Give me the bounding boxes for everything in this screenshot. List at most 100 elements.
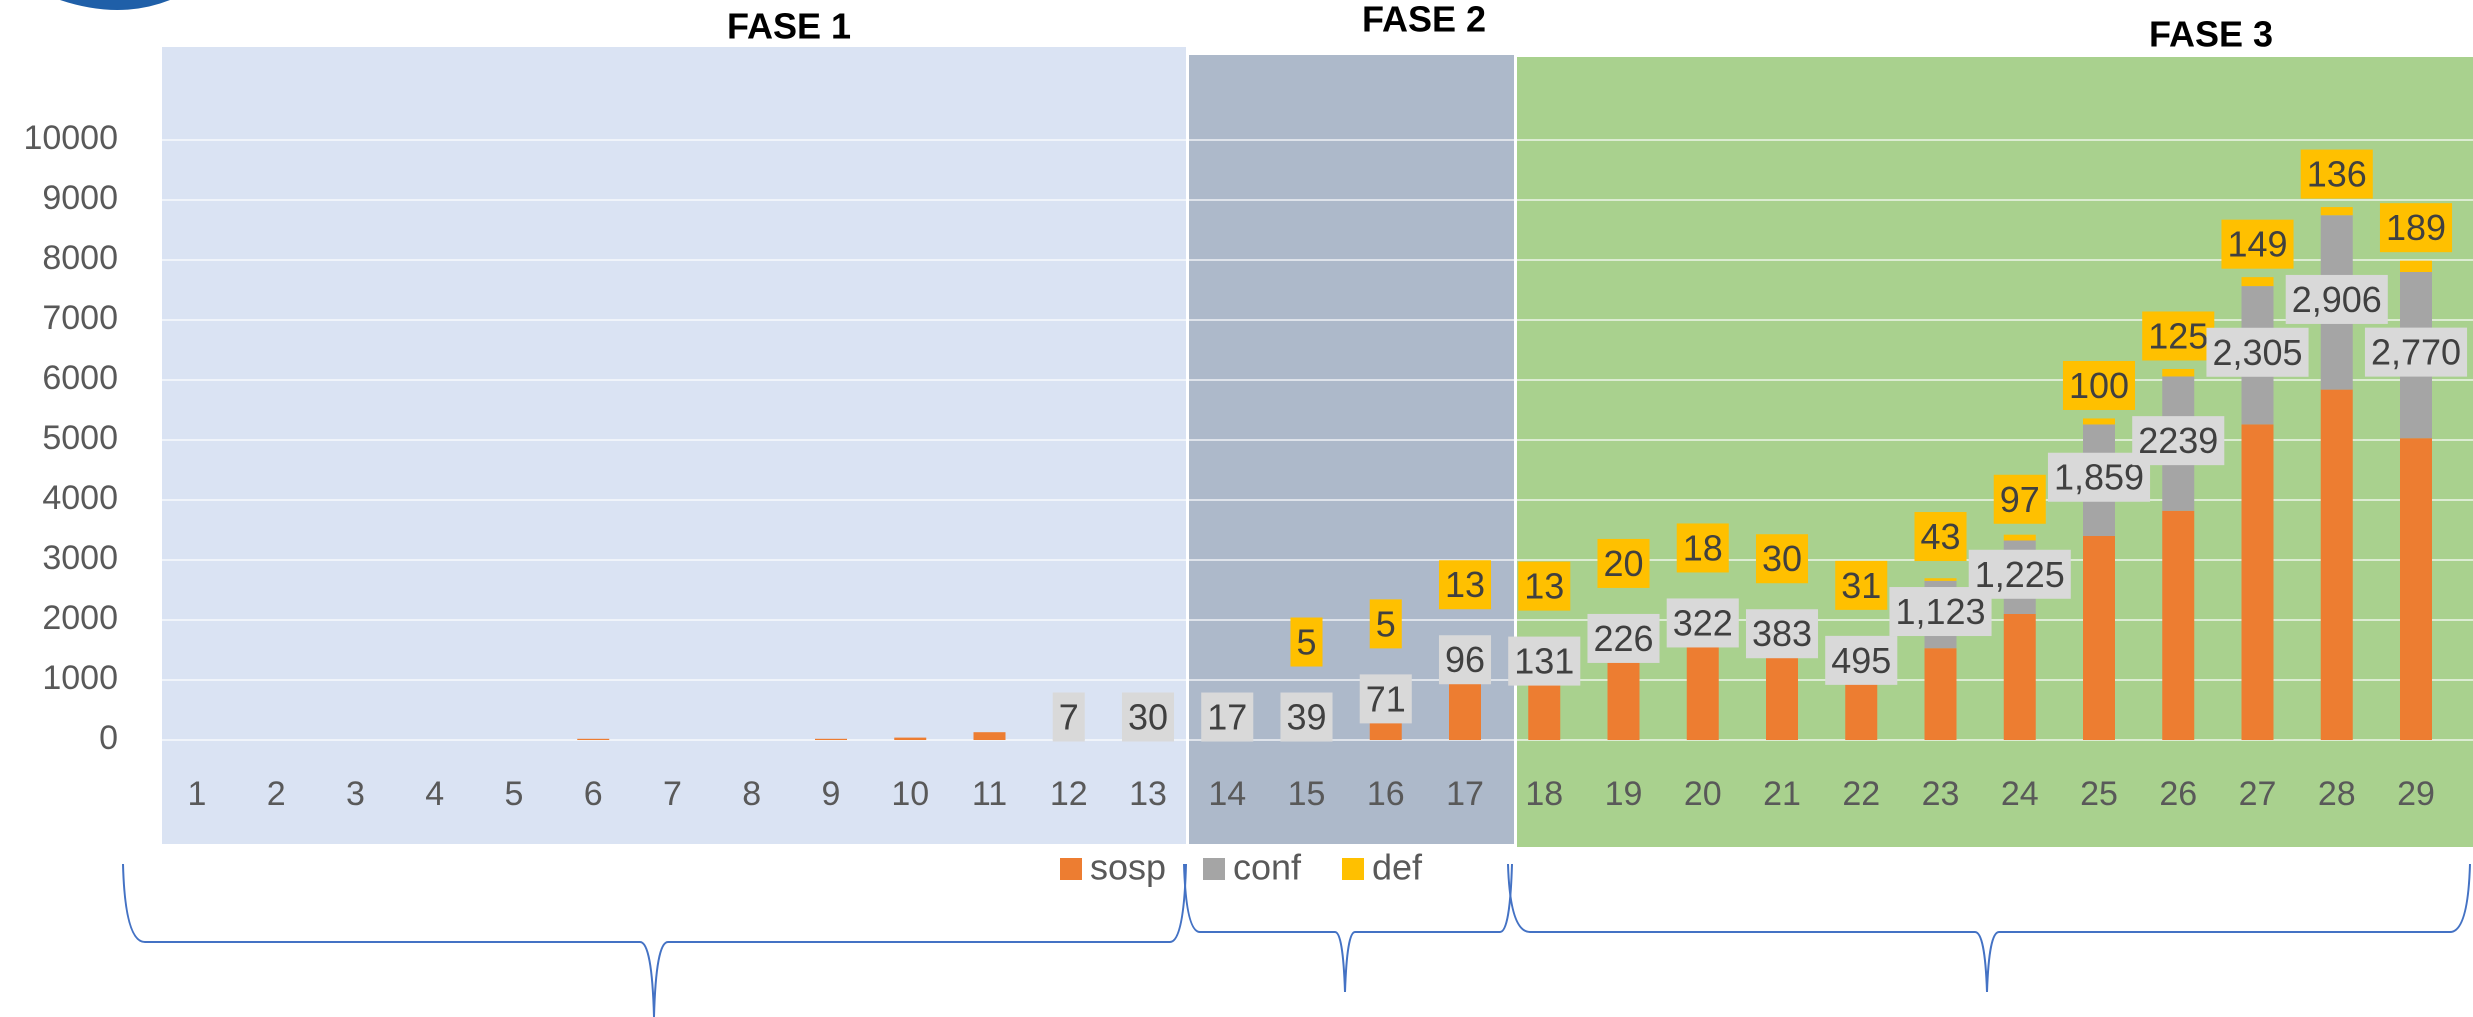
def-label-box xyxy=(1993,474,2046,524)
conf-label-box xyxy=(2364,327,2468,377)
conf-label-box xyxy=(1280,692,1333,742)
conf-label: 7 xyxy=(1059,697,1079,738)
x-tick-label: 7 xyxy=(663,775,682,813)
braces xyxy=(122,863,2471,1017)
conf-label: 322 xyxy=(1673,602,1733,643)
def-label: 136 xyxy=(2307,154,2367,195)
def-label-box xyxy=(1518,561,1571,611)
def-label-box xyxy=(1369,599,1402,649)
x-tick-label: 9 xyxy=(822,775,841,813)
def-label: 13 xyxy=(1445,564,1485,605)
bar-segment xyxy=(2241,277,2274,287)
conf-label: 96 xyxy=(1445,639,1485,680)
brace xyxy=(122,863,1187,1017)
def-label-box xyxy=(2300,149,2373,199)
phase-1-bg xyxy=(162,47,1186,844)
conf-label-box xyxy=(1825,635,1898,685)
x-tick-label: 23 xyxy=(1922,775,1960,813)
x-tick-label: 10 xyxy=(891,775,929,813)
phase-title: FASE 2 xyxy=(1362,0,1486,40)
x-tick-label: 15 xyxy=(1288,775,1326,813)
legend-label: sosp xyxy=(1090,847,1166,888)
x-tick-label: 14 xyxy=(1208,775,1246,813)
conf-label: 1,225 xyxy=(1975,554,2065,595)
def-label: 97 xyxy=(2000,479,2040,520)
def-label-box xyxy=(1914,512,1967,562)
x-tick-label: 11 xyxy=(972,775,1007,813)
legend-swatch xyxy=(1203,858,1225,880)
bar-segment xyxy=(1845,678,1878,740)
def-label-box xyxy=(1597,538,1650,588)
x-tick-label: 24 xyxy=(2001,775,2039,813)
conf-label: 17 xyxy=(1207,697,1247,738)
y-tick-label: 10000 xyxy=(23,119,118,157)
x-tick-label: 26 xyxy=(2159,775,2197,813)
conf-label-box xyxy=(1587,613,1660,663)
conf-label: 30 xyxy=(1128,697,1168,738)
conf-label: 1,859 xyxy=(2054,457,2144,498)
y-tick-label: 4000 xyxy=(42,479,118,517)
x-tick-label: 18 xyxy=(1525,775,1563,813)
bar-segment xyxy=(2241,424,2274,740)
def-label: 13 xyxy=(1524,566,1564,607)
def-label-box xyxy=(1438,560,1492,610)
def-label: 18 xyxy=(1683,527,1723,568)
x-tick-label: 2 xyxy=(267,775,286,813)
conf-label: 2,305 xyxy=(2212,332,2302,373)
def-label-box xyxy=(2062,360,2136,410)
def-label: 43 xyxy=(1920,516,1960,557)
y-tick-label: 5000 xyxy=(42,419,118,457)
conf-label-box xyxy=(1052,692,1085,742)
conf-label: 226 xyxy=(1593,618,1653,659)
def-label-box xyxy=(1835,560,1888,610)
x-tick-label: 5 xyxy=(505,775,524,813)
def-label-box xyxy=(2221,219,2294,269)
legend-swatch xyxy=(1060,858,1082,880)
def-label: 31 xyxy=(1841,565,1881,606)
y-tick-label: 8000 xyxy=(42,239,118,277)
conf-label-box xyxy=(1201,692,1254,742)
conf-label-box xyxy=(1666,598,1739,648)
x-tick-label: 25 xyxy=(2080,775,2118,813)
x-tick-label: 8 xyxy=(742,775,761,813)
conf-label-box xyxy=(2206,327,2309,377)
x-tick-label: 22 xyxy=(1842,775,1880,813)
y-tick-label: 7000 xyxy=(42,299,118,337)
conf-label: 2239 xyxy=(2138,420,2218,461)
conf-label-box xyxy=(2132,416,2225,466)
bar-segment xyxy=(815,738,847,740)
def-label: 125 xyxy=(2148,315,2208,356)
conf-label: 383 xyxy=(1752,613,1812,654)
conf-label: 495 xyxy=(1831,640,1891,681)
bar-segment xyxy=(1607,648,1640,740)
conf-label-box xyxy=(1968,549,2071,599)
bar-segment xyxy=(894,737,927,740)
conf-label-box xyxy=(2285,274,2388,324)
def-label-box xyxy=(2142,311,2215,361)
phase-title: FASE 3 xyxy=(2149,14,2273,55)
x-tick-label: 3 xyxy=(346,775,365,813)
bar-segment xyxy=(1686,635,1719,740)
def-label: 30 xyxy=(1762,538,1802,579)
y-tick-label: 2000 xyxy=(42,599,118,637)
y-tick-label: 3000 xyxy=(42,539,118,577)
conf-label: 39 xyxy=(1286,697,1326,738)
conf-label-box xyxy=(1359,674,1412,724)
brace xyxy=(1183,863,1513,993)
bar-segment xyxy=(2400,438,2432,740)
conf-label-box xyxy=(1508,636,1581,686)
bar-segment xyxy=(2162,510,2195,740)
x-tick-label: 27 xyxy=(2239,775,2277,813)
x-tick-label: 28 xyxy=(2318,775,2356,813)
conf-label: 2,906 xyxy=(2292,279,2382,320)
x-tick-label: 12 xyxy=(1050,775,1088,813)
y-tick-label: 9000 xyxy=(42,179,118,217)
bar-segment xyxy=(2400,260,2432,272)
def-label: 20 xyxy=(1603,543,1643,584)
legend-label: conf xyxy=(1233,847,1302,888)
bar-segment xyxy=(2003,534,2036,541)
bar-segment xyxy=(2320,389,2353,740)
conf-label-box xyxy=(1745,609,1819,659)
bar-segment xyxy=(2083,536,2115,740)
